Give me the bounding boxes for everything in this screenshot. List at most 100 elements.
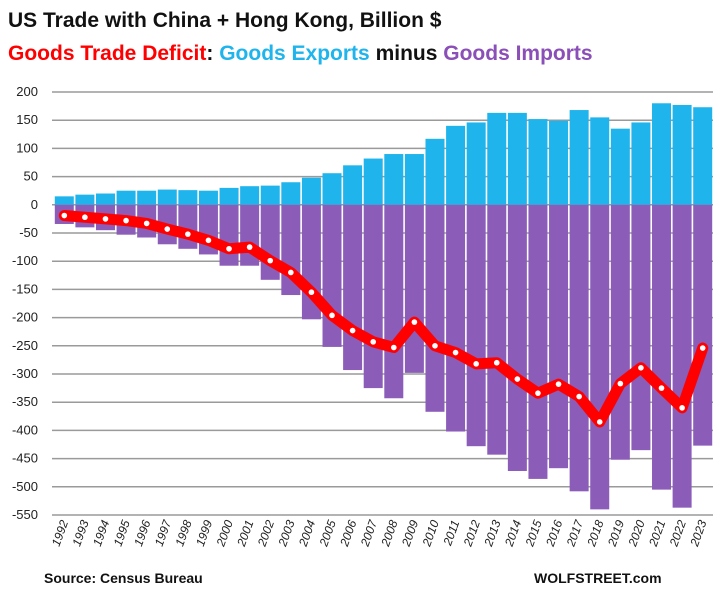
import-bar — [631, 204, 651, 451]
x-tick-label: 2006 — [337, 518, 360, 549]
deficit-line — [58, 210, 709, 428]
deficit-point — [288, 269, 294, 276]
import-bar — [487, 204, 507, 455]
x-tick-label: 2007 — [357, 517, 380, 549]
y-tick-label: -100 — [12, 253, 38, 268]
export-bar — [240, 186, 260, 205]
credit: WOLFSTREET.com — [534, 570, 662, 586]
export-bar — [528, 119, 548, 205]
chart-title: US Trade with China + Hong Kong, Billion… — [8, 9, 442, 32]
y-tick-label: -50 — [19, 225, 38, 240]
x-tick-label: 2004 — [296, 518, 319, 549]
y-tick-label: 150 — [16, 112, 38, 127]
subtitle-colon: : — [206, 42, 219, 65]
export-bar — [54, 196, 74, 205]
x-tick-label: 2014 — [502, 518, 525, 549]
deficit-point — [514, 376, 521, 382]
y-tick-label: 100 — [16, 140, 38, 155]
export-bar — [610, 128, 630, 205]
chart-subtitle: Goods Trade Deficit: Goods Exports minus… — [8, 42, 593, 65]
y-tick-label: -250 — [12, 338, 38, 353]
deficit-point — [596, 419, 603, 425]
export-bar — [384, 154, 404, 205]
import-bar — [178, 204, 198, 249]
export-bar — [569, 110, 589, 205]
import-bar — [652, 204, 672, 490]
x-tick-label: 1997 — [152, 517, 175, 548]
x-tick-label: 1995 — [111, 518, 133, 548]
y-axis: 200 150 100 50 0 -50 -100 -150 -200 -250 -300 -350 -… — [12, 84, 38, 522]
y-tick-label: 50 — [24, 169, 38, 184]
deficit-point — [432, 343, 438, 349]
x-tick-label: 2002 — [254, 518, 277, 549]
subtitle-deficit: Goods Trade Deficit — [8, 42, 206, 65]
export-bar — [363, 158, 383, 205]
import-bar — [219, 204, 239, 266]
deficit-point — [329, 312, 335, 319]
export-bar — [343, 165, 363, 205]
deficit-point — [699, 345, 706, 351]
export-bar — [631, 122, 651, 205]
deficit-point — [185, 231, 191, 237]
import-bar — [384, 204, 404, 399]
export-bar — [260, 185, 280, 205]
x-tick-label: 1996 — [131, 518, 153, 548]
import-bar — [569, 204, 589, 492]
export-bar — [301, 177, 321, 205]
import-bar — [549, 204, 569, 469]
export-bar — [549, 120, 569, 205]
x-tick-label: 2011 — [440, 518, 462, 548]
export-bar — [425, 138, 445, 205]
import-bar — [693, 204, 713, 446]
deficit-point — [164, 226, 171, 232]
y-tick-label: -300 — [12, 366, 38, 381]
export-bar — [137, 190, 157, 205]
deficit-point — [370, 339, 377, 345]
deficit-point — [61, 212, 68, 219]
export-bar — [487, 112, 507, 205]
x-tick-label: 2018 — [584, 518, 607, 549]
export-bar — [281, 182, 301, 205]
export-bar — [198, 190, 218, 205]
export-bar — [693, 107, 713, 205]
deficit-point — [267, 257, 274, 264]
y-tick-label: 0 — [31, 197, 38, 212]
x-tick-label: 2022 — [666, 518, 689, 549]
x-tick-label: 2001 — [234, 518, 257, 549]
deficit-point — [308, 289, 315, 296]
deficit-point — [123, 217, 129, 224]
export-bar — [652, 103, 672, 205]
subtitle-exports: Goods Exports — [219, 42, 370, 65]
deficit-point — [576, 393, 582, 400]
y-tick-label: -150 — [12, 281, 38, 296]
y-tick-label: -200 — [12, 310, 38, 325]
deficit-point — [493, 359, 500, 366]
x-tick-label: 2023 — [687, 518, 710, 549]
import-bar — [610, 204, 630, 460]
x-tick-label: 1999 — [193, 518, 215, 548]
deficit-point — [473, 361, 479, 367]
export-bar — [446, 125, 466, 205]
import-bar — [425, 204, 445, 412]
y-tick-label: -400 — [12, 422, 38, 437]
x-tick-label: 2015 — [522, 518, 545, 549]
import-bar — [507, 204, 527, 472]
y-tick-label: -500 — [12, 479, 38, 494]
x-tick-label: 1992 — [49, 518, 71, 548]
deficit-point — [205, 237, 212, 244]
deficit-point — [452, 349, 459, 356]
export-bar — [404, 154, 424, 205]
x-tick-label: 2020 — [625, 518, 648, 549]
deficit-point — [658, 385, 665, 391]
import-bar — [590, 204, 610, 510]
deficit-line-path — [58, 210, 709, 428]
import-bar — [404, 204, 424, 373]
x-tick-label: 2000 — [213, 518, 236, 549]
x-tick-label: 2016 — [543, 518, 566, 549]
deficit-point — [535, 390, 541, 396]
y-tick-label: -550 — [12, 507, 38, 522]
deficit-point — [411, 319, 418, 325]
bars — [54, 103, 713, 510]
x-tick-label: 2008 — [378, 518, 401, 549]
